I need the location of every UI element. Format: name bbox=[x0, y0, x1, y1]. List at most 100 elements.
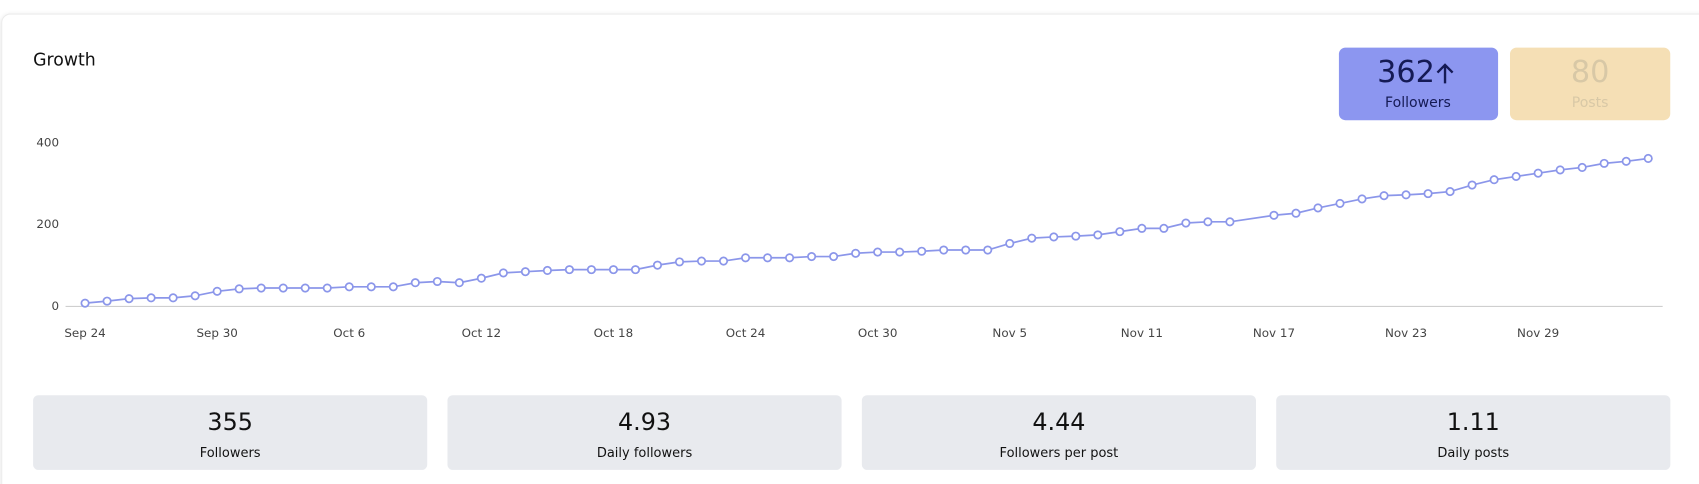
data-point bbox=[785, 253, 795, 263]
data-point bbox=[80, 298, 90, 308]
x-tick-label: Nov 17 bbox=[1253, 326, 1295, 340]
data-point bbox=[498, 268, 508, 278]
data-point bbox=[873, 247, 883, 257]
x-tick-label: Nov 5 bbox=[992, 326, 1027, 340]
data-point bbox=[300, 283, 310, 293]
x-tick-label: Oct 6 bbox=[333, 326, 365, 340]
data-point bbox=[1313, 203, 1323, 213]
data-point bbox=[1599, 158, 1609, 168]
data-point bbox=[718, 256, 729, 266]
data-point bbox=[168, 293, 178, 303]
data-point bbox=[1159, 223, 1169, 233]
posts-badge[interactable] bbox=[1509, 47, 1671, 121]
stat-value: 4.93 bbox=[618, 408, 671, 436]
data-point bbox=[1335, 198, 1345, 208]
data-point bbox=[1577, 162, 1587, 172]
followers-badge[interactable] bbox=[1338, 47, 1499, 121]
data-point bbox=[102, 296, 112, 306]
data-point bbox=[829, 252, 839, 262]
data-point bbox=[961, 245, 971, 255]
stat-box bbox=[1276, 395, 1671, 470]
stat-value: 4.44 bbox=[1032, 408, 1085, 436]
data-point bbox=[939, 245, 949, 255]
data-point bbox=[476, 273, 486, 283]
data-point bbox=[851, 248, 861, 258]
data-point bbox=[1093, 230, 1103, 240]
stat-value: 1.11 bbox=[1447, 408, 1500, 436]
data-point bbox=[1533, 168, 1543, 178]
data-point bbox=[1489, 175, 1499, 185]
data-point bbox=[674, 257, 685, 267]
data-point bbox=[256, 283, 266, 293]
stats-row: 355 Followers 4.93 Daily followers 4.44 Follo… bbox=[33, 395, 1671, 470]
data-point bbox=[432, 276, 442, 287]
data-point bbox=[917, 246, 927, 256]
data-point bbox=[278, 283, 288, 293]
stat-label: Followers bbox=[200, 446, 261, 461]
data-point bbox=[1643, 153, 1653, 164]
data-point bbox=[564, 265, 574, 275]
data-point bbox=[1203, 217, 1213, 227]
stat-box bbox=[33, 395, 428, 470]
data-point bbox=[388, 282, 398, 292]
data-point bbox=[1027, 233, 1037, 243]
stat-box bbox=[861, 395, 1256, 470]
stat-label: Followers per post bbox=[1000, 446, 1119, 461]
x-tick-label: Oct 24 bbox=[726, 326, 766, 340]
up-arrow-icon bbox=[1436, 63, 1454, 84]
data-point bbox=[344, 282, 354, 292]
data-point bbox=[366, 282, 376, 292]
data-point bbox=[608, 265, 619, 275]
stat-box bbox=[447, 395, 842, 470]
badge-label: Followers bbox=[1385, 95, 1451, 111]
data-point bbox=[322, 283, 332, 293]
x-tick-label: Sep 30 bbox=[196, 326, 237, 340]
data-point bbox=[542, 265, 552, 276]
data-point bbox=[1357, 194, 1367, 204]
data-point bbox=[1445, 187, 1455, 197]
data-point bbox=[1291, 208, 1301, 218]
data-point bbox=[1401, 190, 1411, 200]
y-tick-label: 400 bbox=[36, 135, 59, 149]
data-point bbox=[1621, 156, 1631, 166]
stat-label: Daily posts bbox=[1437, 446, 1509, 461]
data-point bbox=[124, 294, 134, 304]
data-point bbox=[212, 286, 222, 296]
data-point bbox=[1269, 210, 1279, 220]
stat-value: 355 bbox=[207, 408, 252, 436]
data-point bbox=[1071, 231, 1081, 241]
data-point bbox=[895, 247, 905, 257]
data-point bbox=[1467, 180, 1477, 190]
stat-label: Daily followers bbox=[597, 446, 693, 461]
data-point bbox=[1225, 217, 1235, 227]
chart: 0 200 400 Sep 24 Sep 30 Oct 6 Oct 12 Oct 18 Oct … bbox=[36, 135, 1663, 340]
y-tick-label: 0 bbox=[51, 299, 59, 313]
data-point bbox=[1115, 227, 1125, 237]
x-tick-label: Nov 11 bbox=[1121, 326, 1163, 340]
data-point bbox=[763, 253, 773, 263]
badge-label: Posts bbox=[1572, 95, 1609, 111]
x-tick-label: Oct 30 bbox=[858, 326, 898, 340]
data-point bbox=[146, 293, 156, 303]
x-tick-label: Nov 29 bbox=[1517, 326, 1559, 340]
y-tick-label: 200 bbox=[36, 217, 59, 231]
data-point bbox=[1511, 171, 1521, 181]
data-point bbox=[630, 265, 641, 275]
data-point bbox=[741, 253, 751, 263]
data-point bbox=[1423, 189, 1433, 199]
data-point bbox=[1555, 165, 1565, 175]
data-point bbox=[807, 252, 817, 262]
data-point bbox=[652, 260, 663, 270]
data-point bbox=[1049, 232, 1059, 242]
x-tick-label: Sep 24 bbox=[64, 326, 105, 340]
data-point bbox=[1181, 218, 1191, 228]
x-tick-label: Nov 23 bbox=[1385, 326, 1427, 340]
data-point bbox=[696, 256, 707, 266]
data-point bbox=[586, 265, 596, 275]
data-point bbox=[983, 245, 993, 255]
data-point bbox=[234, 284, 244, 294]
badge-value: 80 bbox=[1571, 55, 1610, 90]
data-point bbox=[1005, 238, 1015, 249]
data-point bbox=[190, 291, 200, 301]
